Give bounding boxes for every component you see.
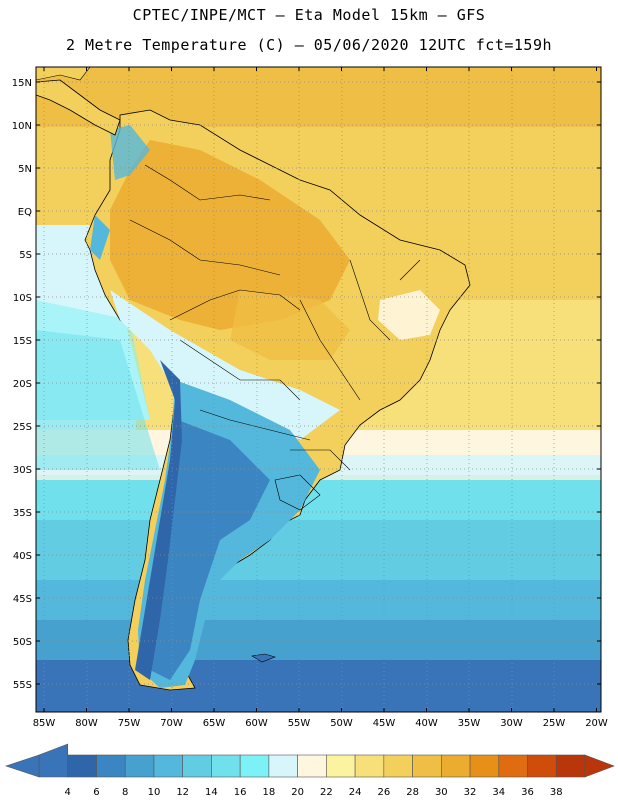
colorbar-label: 34 <box>492 787 505 798</box>
lat-label: 50S <box>13 637 32 648</box>
lat-label: 20S <box>13 379 32 390</box>
colorbar-high-arrow <box>584 754 615 778</box>
lat-label: 5N <box>18 164 32 175</box>
colorbar-swatch <box>38 743 69 778</box>
lon-label: 75W <box>118 718 141 729</box>
lat-label: 55S <box>13 680 32 691</box>
colorbar-label: 14 <box>205 787 218 798</box>
lat-label: 25S <box>13 422 32 433</box>
colorbar-label: 4 <box>65 787 71 798</box>
colorbar-swatch <box>498 754 528 778</box>
colorbar-swatch <box>555 754 586 778</box>
lon-label: 85W <box>33 718 56 729</box>
lon-label: 60W <box>245 718 268 729</box>
colorbar-swatch <box>268 754 298 778</box>
lon-label: 20W <box>585 718 608 729</box>
lat-label: 5S <box>19 250 32 261</box>
colorbar-label: 12 <box>176 787 189 798</box>
colorbar-swatch <box>383 754 413 778</box>
colorbar-swatch <box>153 754 183 778</box>
central-america-land <box>36 79 121 136</box>
lat-label: 10N <box>12 121 32 132</box>
color-scale-bar: 4 6 8 10 12 14 16 18 20 22 24 26 28 30 32 34 36 38 <box>5 743 615 798</box>
lat-label: 15S <box>13 336 32 347</box>
colorbar-swatch <box>326 754 356 778</box>
colorbar-label: 26 <box>377 787 390 798</box>
lat-label: 30S <box>13 465 32 476</box>
lon-label: 45W <box>373 718 396 729</box>
lat-label: 15N <box>12 78 32 89</box>
colorbar-label: 30 <box>435 787 448 798</box>
lon-label: 70W <box>160 718 183 729</box>
lon-label: 65W <box>203 718 226 729</box>
map-frame <box>35 66 602 713</box>
colorbar-swatch <box>96 754 126 778</box>
lat-label: 45S <box>13 594 32 605</box>
colorbar-swatch <box>441 754 471 778</box>
colorbar-swatch <box>354 754 385 778</box>
latitude-axis: 15N 10N 5N EQ 5S 10S 15S 20S 25S 30S 35S 40S 45S 50S 5… <box>12 78 601 691</box>
colorbar-swatch <box>211 754 241 778</box>
lat-label: 40S <box>13 551 32 562</box>
lat-label: 35S <box>13 508 32 519</box>
lon-label: 50W <box>330 718 353 729</box>
colorbar-swatch <box>412 754 442 778</box>
colorbar-label: 36 <box>521 787 534 798</box>
colorbar-swatch <box>67 754 97 778</box>
colorbar-label: 28 <box>406 787 419 798</box>
colorbar-label: 24 <box>349 787 362 798</box>
lon-label: 25W <box>543 718 566 729</box>
map-field <box>36 67 601 712</box>
lon-label: 30W <box>500 718 523 729</box>
lon-label: 80W <box>75 718 98 729</box>
colorbar-label: 20 <box>291 787 304 798</box>
map-title: CPTEC/INPE/MCT – Eta Model 15km – GFS <box>132 6 486 24</box>
colorbar-label: 32 <box>464 787 477 798</box>
colorbar-label: 10 <box>148 787 161 798</box>
country-borders <box>129 164 421 511</box>
colorbar-label: 6 <box>93 787 99 798</box>
colorbar-label: 38 <box>550 787 563 798</box>
longitude-axis: 85W 80W 75W 70W 65W 60W 55W 50W 45W 40W 35W 30W 25W 2… <box>33 67 608 729</box>
colorbar-swatch <box>527 754 557 778</box>
colorbar-label: 22 <box>320 787 333 798</box>
colorbar-swatch <box>182 754 212 778</box>
colorbar-low-arrow <box>5 754 40 778</box>
lon-label: 35W <box>458 718 481 729</box>
colorbar-swatch <box>239 754 270 778</box>
colorbar-swatch <box>297 754 327 778</box>
lat-label: 10S <box>13 293 32 304</box>
colorbar-label: 18 <box>263 787 276 798</box>
lon-label: 40W <box>415 718 438 729</box>
colorbar-label: 16 <box>234 787 247 798</box>
lat-label: EQ <box>18 207 32 218</box>
colorbar-label: 8 <box>122 787 128 798</box>
map-subtitle: 2 Metre Temperature (C) – 05/06/2020 12U… <box>65 36 553 54</box>
colorbar-swatch <box>469 754 500 778</box>
colorbar-swatch <box>124 754 155 778</box>
lon-label: 55W <box>288 718 311 729</box>
